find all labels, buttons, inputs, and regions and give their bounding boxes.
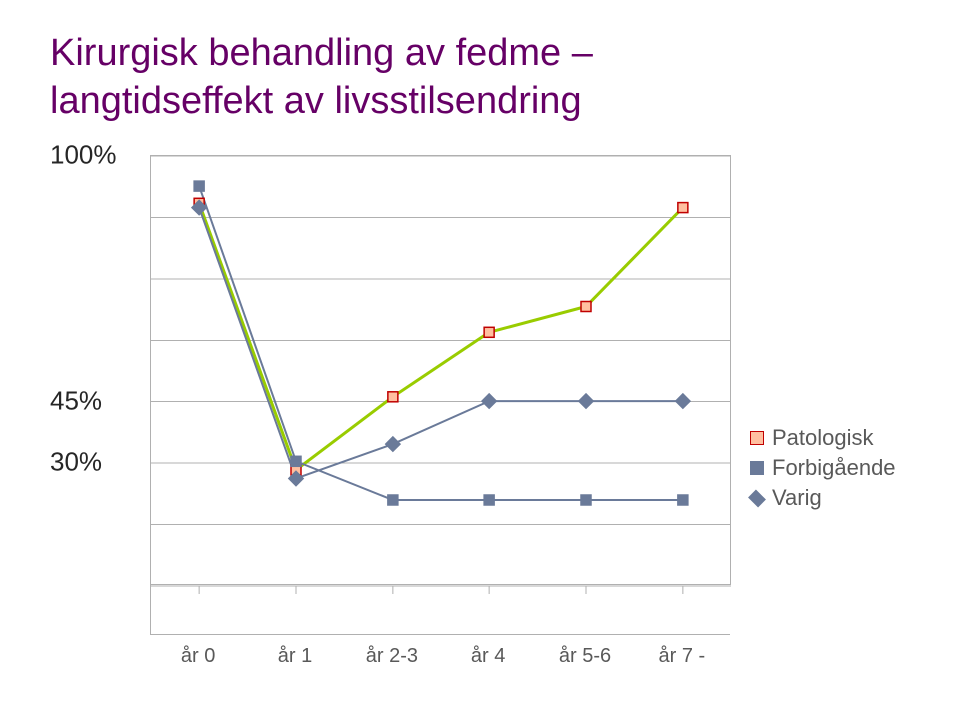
series-line-patologisk: [199, 203, 683, 470]
series-line-varig: [199, 208, 683, 479]
legend-label: Patologisk: [772, 425, 874, 451]
legend: Patologisk Forbigående Varig: [750, 425, 920, 515]
legend-item: Patologisk: [750, 425, 920, 451]
x-axis-label: år 4: [471, 645, 505, 668]
legend-item: Forbigående: [750, 455, 920, 481]
x-axis-label: år 7 -: [659, 645, 706, 668]
series-marker-patologisk: [581, 302, 591, 312]
series-marker-forbigående: [581, 495, 591, 505]
slide: Kirurgisk behandling av fedme – langtids…: [0, 0, 960, 720]
legend-marker-icon: [750, 461, 764, 475]
x-axis-label: år 2-3: [366, 645, 418, 668]
series-marker-varig: [482, 394, 496, 408]
chart-svg: [151, 156, 731, 586]
x-axis-labels: år 0 år 1 år 2-3 år 4 år 5-6 år 7 -: [150, 645, 730, 685]
series-marker-patologisk: [388, 392, 398, 402]
series-marker-varig: [386, 437, 400, 451]
legend-marker-icon: [748, 489, 766, 507]
legend-item: Varig: [750, 485, 920, 511]
x-axis-label: år 1: [278, 645, 312, 668]
x-axis-label: år 5-6: [559, 645, 611, 668]
y-axis-label: 30%: [50, 447, 102, 478]
series-marker-patologisk: [484, 327, 494, 337]
series-marker-varig: [676, 394, 690, 408]
series-marker-forbigående: [388, 495, 398, 505]
title-line-2: langtidseffekt av livsstilsendring: [50, 80, 582, 122]
legend-label: Forbigående: [772, 455, 896, 481]
plot-area: [150, 155, 730, 635]
title-line-1: Kirurgisk behandling av fedme –: [50, 32, 593, 74]
series-marker-forbigående: [291, 456, 301, 466]
series-marker-forbigående: [194, 181, 204, 191]
chart: 100%45%30% PatologiskForbigåendeVarig år…: [50, 155, 920, 685]
x-axis-label: år 0: [181, 645, 215, 668]
series-line-forbigående: [199, 186, 683, 500]
y-axis-label: 45%: [50, 385, 102, 416]
page-title: Kirurgisk behandling av fedme – langtids…: [50, 30, 920, 125]
series-marker-forbigående: [678, 495, 688, 505]
series-marker-varig: [579, 394, 593, 408]
legend-label: Varig: [772, 485, 822, 511]
y-axis-labels: 100%45%30%: [50, 155, 140, 685]
series-marker-patologisk: [678, 203, 688, 213]
legend-marker-icon: [750, 431, 764, 445]
y-axis-label: 100%: [50, 140, 117, 171]
plot-grid: [151, 155, 731, 585]
series-marker-forbigående: [484, 495, 494, 505]
